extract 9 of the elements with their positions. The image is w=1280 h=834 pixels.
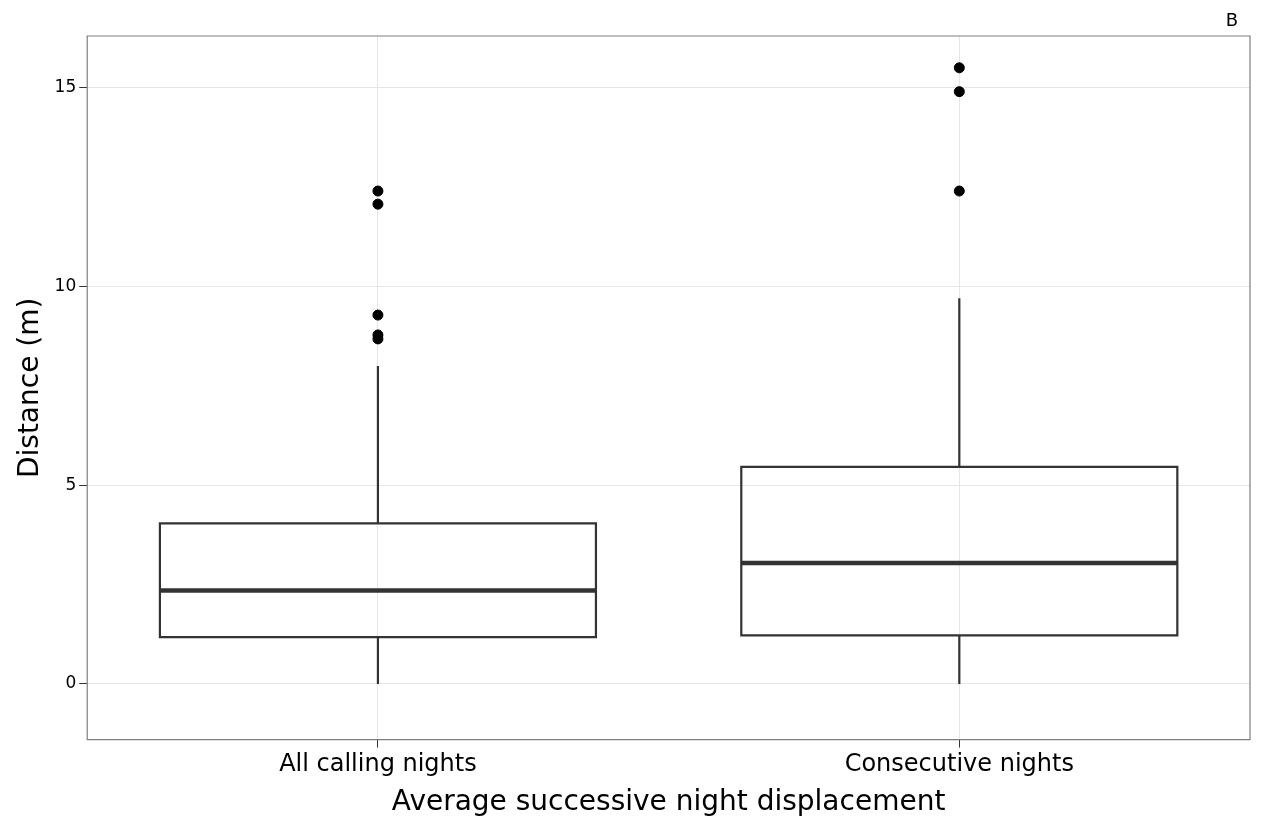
text: B	[1225, 8, 1238, 30]
x-axis-title: Average successive night displacement	[391, 784, 946, 818]
y-tick-label: 15	[54, 76, 77, 97]
x-tick-label: Consecutive nights	[844, 749, 1074, 778]
y-tick-label: 0	[65, 672, 77, 693]
y-tick-label: 5	[65, 473, 77, 494]
x-tick-label: All calling nights	[279, 749, 477, 778]
y-tick-label: 10	[54, 274, 77, 295]
y-axis-title: Distance (m)	[12, 297, 46, 479]
